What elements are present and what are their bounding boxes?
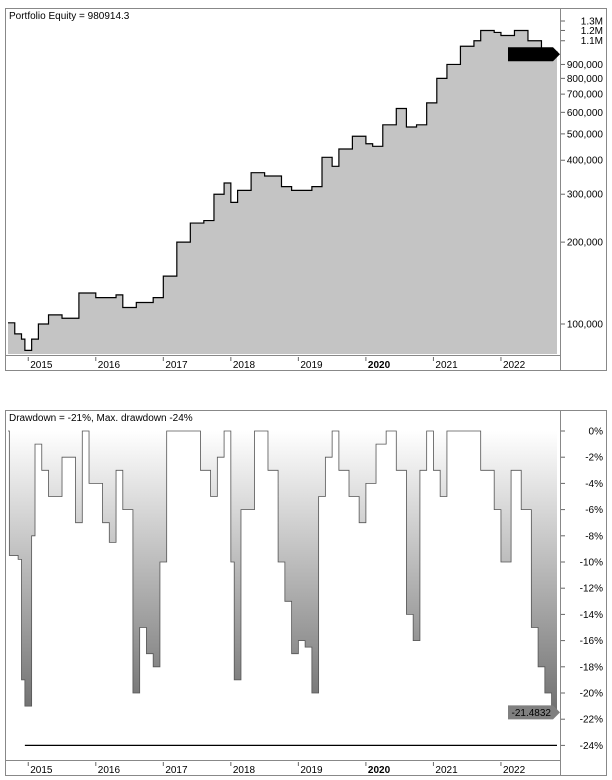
y-tick-label: 1.2M bbox=[581, 26, 603, 37]
y-tick-label: -12% bbox=[580, 584, 603, 595]
drawdown-line bbox=[8, 430, 558, 714]
y-tick-label: 900,000 bbox=[567, 60, 604, 71]
equity-panel: Portfolio Equity = 980914.3 2015 2016 2017 2… bbox=[5, 8, 607, 371]
last-value-label: 980,914 bbox=[515, 50, 552, 61]
y-tick-label: 600,000 bbox=[567, 108, 604, 119]
y-tick-label: -20% bbox=[580, 689, 603, 700]
x-tick-label: 2021 bbox=[435, 360, 458, 371]
y-tick-label: 700,000 bbox=[567, 90, 604, 101]
x-tick-label: 2017 bbox=[165, 360, 188, 371]
y-tick-label: -2% bbox=[585, 453, 603, 464]
y-tick-label: -24% bbox=[580, 741, 603, 752]
y-tick-label: 300,000 bbox=[567, 190, 604, 201]
y-tick-label: 1.1M bbox=[581, 36, 603, 47]
last-value-label: -21.4832 bbox=[512, 708, 552, 719]
last-value-tag bbox=[508, 705, 560, 720]
equity-area bbox=[8, 30, 557, 354]
x-tick-label: 2016 bbox=[98, 765, 121, 776]
y-tick-label: -6% bbox=[585, 505, 603, 516]
y-tick-label: -8% bbox=[585, 531, 603, 542]
x-tick-label: 2016 bbox=[98, 360, 121, 371]
last-value-tag bbox=[508, 47, 560, 62]
x-tick-label: 2022 bbox=[503, 360, 526, 371]
y-tick-label: 400,000 bbox=[567, 156, 604, 167]
chart-title: Portfolio Equity = 980914.3 bbox=[9, 11, 130, 22]
y-tick-label: 0% bbox=[589, 427, 604, 438]
y-tick-label: -16% bbox=[580, 636, 603, 647]
chart-title: Drawdown = -21%, Max. drawdown -24% bbox=[9, 413, 193, 424]
x-tick-label: 2017 bbox=[165, 765, 188, 776]
x-tick-label: 2020 bbox=[368, 765, 391, 776]
y-tick-label: -22% bbox=[580, 715, 603, 726]
x-tick-label: 2019 bbox=[300, 360, 323, 371]
y-tick-label: 1.3M bbox=[581, 17, 603, 28]
drawdown-panel: Drawdown = -21%, Max. drawdown -24% 2015 2… bbox=[5, 410, 607, 776]
x-tick-label: 2018 bbox=[233, 360, 256, 371]
x-tick-label: 2015 bbox=[30, 765, 53, 776]
x-tick-label: 2019 bbox=[300, 765, 323, 776]
y-tick-label: 100,000 bbox=[567, 320, 604, 331]
y-tick-label: -4% bbox=[585, 479, 603, 490]
x-tick-label: 2015 bbox=[30, 360, 53, 371]
y-tick-label: 800,000 bbox=[567, 74, 604, 85]
x-tick-label: 2021 bbox=[435, 765, 458, 776]
x-tick-label: 2020 bbox=[368, 360, 391, 371]
y-tick-label: -14% bbox=[580, 610, 603, 621]
x-tick-label: 2018 bbox=[233, 765, 256, 776]
x-tick-label: 2022 bbox=[503, 765, 526, 776]
y-tick-label: -10% bbox=[580, 558, 603, 569]
y-tick-label: 500,000 bbox=[567, 129, 604, 140]
equity-line bbox=[8, 29, 558, 351]
y-tick-label: 200,000 bbox=[567, 238, 604, 249]
y-tick-label: -18% bbox=[580, 662, 603, 673]
